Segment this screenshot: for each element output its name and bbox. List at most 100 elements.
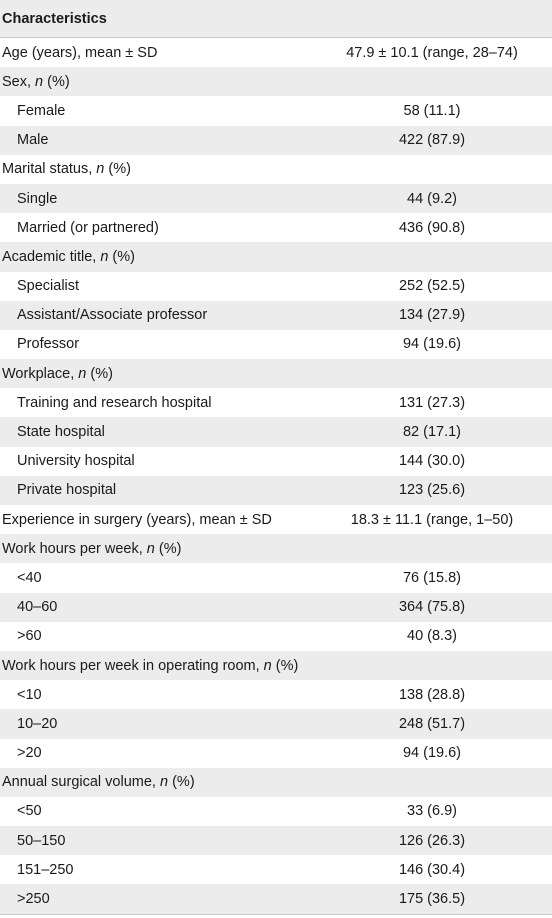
table-row: Specialist 252 (52.5) [0,272,552,301]
table-row: Academic title, n (%) [0,242,552,272]
row-value: 131 (27.3) [398,394,466,411]
row-value: 94 (19.6) [402,336,462,353]
row-value: 138 (28.8) [398,686,466,703]
row-label: University hospital [17,453,135,470]
row-value: 144 (30.0) [398,453,466,470]
table-row: 151–250 146 (30.4) [0,855,552,884]
row-value: 123 (25.6) [398,482,466,499]
row-label: >20 [17,745,42,762]
row-label: Academic title, n (%) [0,249,312,265]
row-label: <40 [17,569,42,586]
row-value: 175 (36.5) [398,891,466,908]
row-label-italic: n [146,540,155,557]
table-body: Age (years), mean ± SD 47.9 ± 10.1 (range… [0,38,552,914]
row-label-suffix: (%) [43,73,70,90]
row-value: 436 (90.8) [398,219,466,236]
row-value: 44 (9.2) [407,190,457,207]
row-label: 151–250 [17,861,74,878]
row-label: <10 [17,686,42,703]
row-label: Specialist [17,278,80,295]
row-value: 364 (75.8) [398,599,466,616]
row-label-italic: n [96,161,105,178]
table-row: Single 44 (9.2) [0,183,552,214]
row-value: 58 (11.1) [403,102,461,119]
row-label-text: Marital status, [2,161,97,178]
table-row: Experience in surgery (years), mean ± SD… [0,505,552,534]
table-row: Age (years), mean ± SD 47.9 ± 10.1 (range… [0,38,552,67]
row-label-suffix: (%) [108,248,135,265]
row-value: 422 (87.9) [398,132,466,149]
table-row: Sex, n (%) [0,67,552,97]
row-value: 252 (52.5) [398,278,466,295]
table-row: <40 76 (15.8) [0,563,552,592]
row-label: Work hours per week in operating room, n… [0,658,312,674]
row-label: Work hours per week, n (%) [0,541,312,557]
table-row: Work hours per week in operating room, n… [0,650,552,681]
row-label-suffix: (%) [154,540,182,557]
row-label: <50 [17,803,42,820]
row-label-text: Work hours per week, [2,540,147,557]
table-row: 10–20 248 (51.7) [0,709,552,739]
row-label-suffix: (%) [86,365,113,382]
row-value: 18.3 ± 11.1 (range, 1–50) [350,511,514,528]
table-row: Workplace, n (%) [0,359,552,389]
row-label-italic: n [159,774,169,791]
row-value: 134 (27.9) [398,307,466,324]
row-label-text: Sex, [2,73,36,90]
row-label: Annual surgical volume, n (%) [0,774,312,790]
row-label: Private hospital [17,482,117,499]
table-row: Married (or partnered) 436 (90.8) [0,213,552,242]
row-label-text: Academic title, [2,248,101,265]
table-row: Work hours per week, n (%) [0,534,552,564]
row-label-text: Annual surgical volume, [2,774,160,791]
table-header: Characteristics [0,0,552,38]
table-row: >250 175 (36.5) [0,884,552,914]
row-label-italic: n [263,657,272,674]
row-label: Male [17,132,49,149]
table-row: >60 40 (8.3) [0,622,552,651]
row-label: Single [17,190,58,207]
row-value: 248 (51.7) [398,715,466,732]
row-label-italic: n [35,73,44,90]
row-value: 94 (19.6) [402,745,462,762]
row-label-text: Workplace, [2,365,79,382]
row-label: Professor [17,336,80,353]
row-label: 10–20 [17,715,58,732]
row-label: Marital status, n (%) [0,161,312,177]
row-label: Married (or partnered) [17,219,159,236]
row-label: Age (years), mean ± SD [2,44,158,61]
row-value: 76 (15.8) [402,569,462,586]
row-value: 146 (30.4) [398,861,466,878]
table-row: Professor 94 (19.6) [0,330,552,359]
row-value: 40 (8.3) [407,628,457,645]
row-label: 50–150 [17,832,66,849]
table-row: Annual surgical volume, n (%) [0,767,552,797]
table-row: Assistant/Associate professor 134 (27.9) [0,300,552,330]
table-row: <10 138 (28.8) [0,680,552,709]
table-row: <50 33 (6.9) [0,797,552,826]
table-row: Female 58 (11.1) [0,96,552,125]
table-row: 40–60 364 (75.8) [0,592,552,622]
row-label-italic: n [78,365,87,382]
table-row: Marital status, n (%) [0,155,552,184]
table-row: Training and research hospital 131 (27.3) [0,388,552,417]
row-label-italic: n [100,248,109,265]
table-row: Private hospital 123 (25.6) [0,475,552,505]
row-value: 47.9 ± 10.1 (range, 28–74) [346,44,518,61]
row-value: 82 (17.1) [402,424,462,441]
row-label: 40–60 [17,599,58,616]
row-label: Assistant/Associate professor [17,307,208,324]
row-label: Workplace, n (%) [0,366,312,382]
row-label: Female [17,102,66,119]
row-label-suffix: (%) [271,657,299,674]
row-label: Sex, n (%) [0,74,312,90]
header-title: Characteristics [2,10,107,27]
row-label-suffix: (%) [104,161,131,178]
row-label: >60 [17,628,42,645]
table-row: 50–150 126 (26.3) [0,826,552,856]
row-label: >250 [17,891,50,908]
table-row: State hospital 82 (17.1) [0,417,552,447]
table-row: Male 422 (87.9) [0,125,552,155]
table-bottom-rule [0,913,552,915]
